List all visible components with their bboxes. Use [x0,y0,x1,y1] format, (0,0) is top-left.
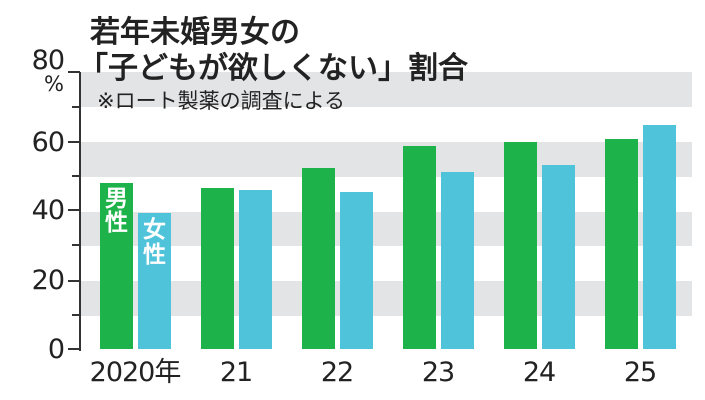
bar-female-2025 [643,125,676,349]
y-tick-20 [68,280,80,282]
legend-female-char2: 性 [143,242,166,268]
bar-male-2024 [504,142,537,349]
x-label-2022: 22 [320,357,354,388]
y-tick-80 [68,71,80,73]
legend-male-char2: 性 [105,210,128,236]
grid-band-30-40 [80,212,692,246]
y-tick-10 [72,314,80,316]
x-label-2023: 23 [421,357,455,388]
bar-male-2021 [201,188,234,349]
x-label-2025: 25 [623,357,657,388]
bar-female-2024 [542,165,575,349]
y-tick-40 [68,209,80,211]
legend-female-char1: 女 [143,217,166,243]
bar-female-2021 [239,190,272,349]
x-label-2020: 2020年 [89,357,182,388]
bar-female-2020 [138,213,171,349]
y-label-20: 20 [31,265,65,296]
x-label-2024: 24 [522,357,556,388]
chart-title-line1: 若年未婚男女の [90,15,300,50]
y-tick-70 [72,106,80,108]
bar-male-2025 [605,139,638,349]
grid-band-70-80 [80,72,692,107]
bar-male-2020 [100,183,133,349]
bar-male-2022 [302,168,335,349]
grid-band-50-60 [80,142,692,177]
y-tick-30 [72,244,80,246]
y-tick-0 [68,348,80,350]
x-label-2021: 21 [219,357,253,388]
legend-male-char1: 男 [105,186,128,212]
y-label-60: 60 [31,127,65,158]
y-tick-50 [72,175,80,177]
bar-female-2022 [340,192,373,349]
chart-title-line2: 「子どもが欲しくない」割合 [78,51,468,86]
y-label-40: 40 [31,195,65,226]
bar-male-2023 [403,146,436,349]
y-label-0: 0 [47,334,65,365]
chart-source-note: ※ロート製薬の調査による [97,89,345,113]
grid-band-10-20 [80,281,692,316]
y-axis-line [79,72,81,351]
y-label-80: 80 [31,45,65,76]
y-tick-60 [68,141,80,143]
bar-female-2023 [441,172,474,349]
y-unit-label: % [44,72,64,96]
